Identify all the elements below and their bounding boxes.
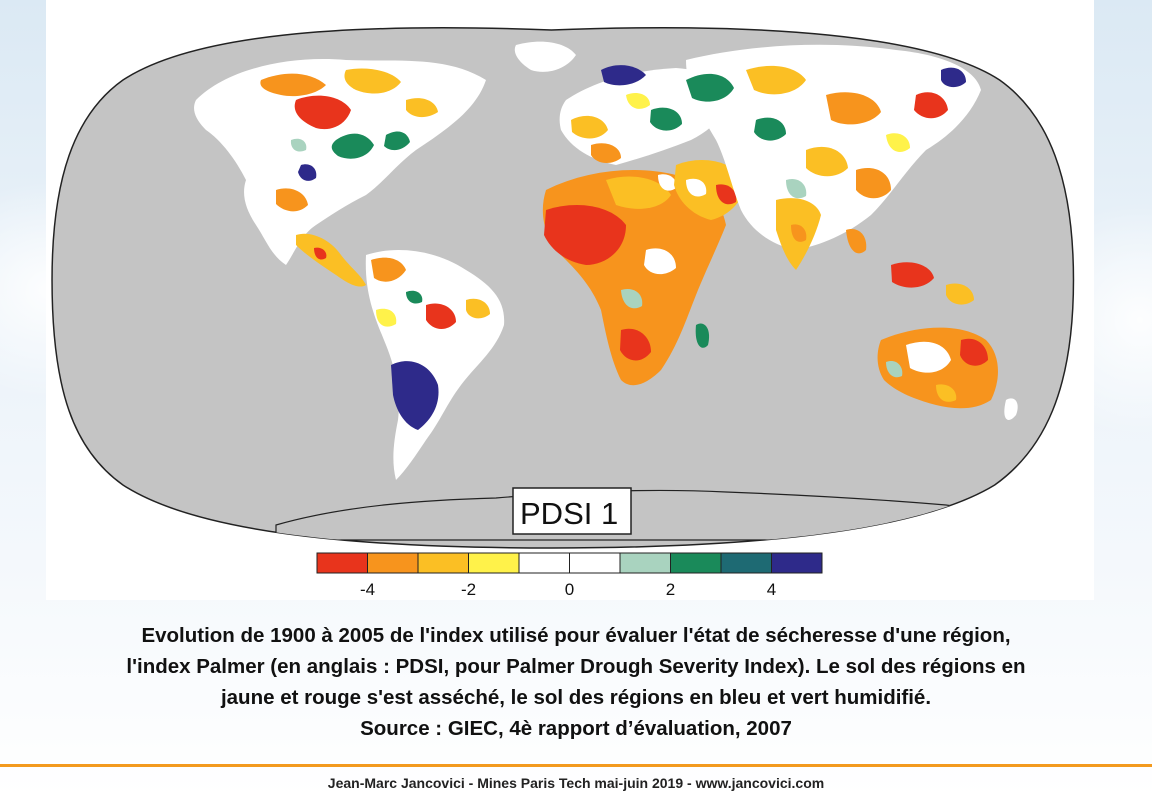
legend-swatch [569, 552, 621, 574]
legend-tick-label: 0 [565, 580, 574, 599]
india [776, 198, 821, 270]
southeast-asia [846, 229, 974, 305]
pdsi-map-figure: PDSI 1 -4 -2 0 2 4 [46, 0, 1094, 600]
legend-swatch [417, 552, 469, 574]
caption-line-4: Source : GIEC, 4è rapport d’évaluation, … [360, 717, 792, 740]
legend-swatch [771, 552, 823, 574]
legend-swatch [619, 552, 671, 574]
middle-east [674, 160, 746, 220]
figure-caption: Evolution de 1900 à 2005 de l'index util… [0, 620, 1152, 744]
caption-line-1: Evolution de 1900 à 2005 de l'index util… [141, 624, 1011, 647]
legend-swatch [316, 552, 368, 574]
footer-credit: Jean-Marc Jancovici - Mines Paris Tech m… [327, 775, 825, 791]
legend-swatch [720, 552, 772, 574]
legend-swatch [670, 552, 722, 574]
legend-ticks: -4 -2 0 2 4 [360, 580, 776, 599]
pdsi-label-box: PDSI 1 [512, 487, 632, 535]
footer-divider [0, 764, 1152, 767]
legend-tick-label: -4 [360, 580, 375, 599]
legend-swatch [468, 552, 520, 574]
asia [686, 44, 981, 250]
caption-line-2: l'index Palmer (en anglais : PDSI, pour … [126, 655, 1026, 678]
land-areas [194, 41, 1018, 541]
pdsi-map: PDSI 1 -4 -2 0 2 4 [51, 27, 1075, 599]
north-america [194, 59, 486, 266]
new-zealand [1004, 398, 1018, 420]
legend-tick-label: 2 [666, 580, 675, 599]
legend-swatch [367, 552, 419, 574]
legend-tick-label: 4 [767, 580, 776, 599]
legend-tick-label: -2 [461, 580, 476, 599]
greenland [514, 41, 576, 72]
legend-swatch [518, 552, 570, 574]
caption-line-3: jaune et rouge s'est asséché, le sol des… [220, 686, 932, 709]
central-america [296, 233, 366, 287]
pdsi-label: PDSI 1 [520, 496, 618, 531]
south-america [365, 250, 505, 480]
australia [877, 327, 998, 409]
africa [542, 170, 726, 386]
legend-colorbar [316, 552, 823, 574]
